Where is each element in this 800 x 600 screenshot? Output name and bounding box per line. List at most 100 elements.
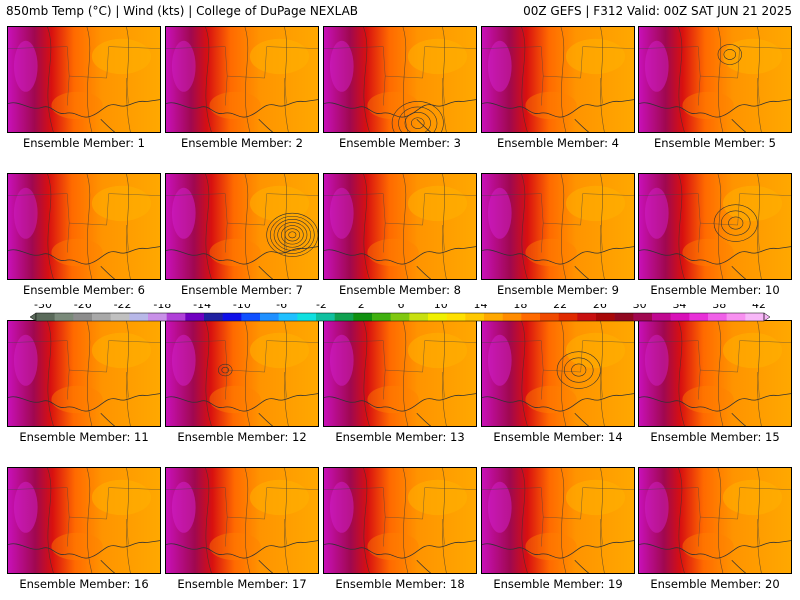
colorbar-segment	[409, 313, 429, 321]
colorbar-segment	[465, 313, 485, 321]
colorbar-segment	[316, 313, 335, 321]
ensemble-panel	[165, 173, 319, 280]
temperature-map	[8, 321, 160, 426]
ensemble-panel	[638, 467, 792, 574]
ensemble-member-label: Ensemble Member: 12	[177, 430, 307, 444]
colorbar-segment	[204, 313, 223, 321]
colorbar-tick-label: 26	[593, 304, 607, 311]
ensemble-panel	[638, 173, 792, 280]
temperature-map	[8, 174, 160, 279]
ensemble-member-label: Ensemble Member: 10	[650, 283, 780, 297]
colorbar-segment	[577, 313, 597, 321]
colorbar-segment	[353, 313, 373, 321]
colorbar-tick-label: -18	[153, 304, 171, 311]
ensemble-panel	[481, 467, 635, 574]
ensemble-member-label: Ensemble Member: 11	[19, 430, 149, 444]
ensemble-panel	[323, 467, 477, 574]
temperature-map	[324, 468, 476, 573]
colorbar-segment	[92, 313, 111, 321]
colorbar-tick-label: 6	[398, 304, 405, 311]
colorbar-tick-label: -22	[114, 304, 132, 311]
temperature-map	[166, 468, 318, 573]
colorbar-segment	[278, 313, 298, 321]
header-right-title: 00Z GEFS | F312 Valid: 00Z SAT JUN 21 20…	[523, 4, 792, 18]
colorbar-tick-label: 42	[752, 304, 766, 311]
colorbar-tick-label: 38	[712, 304, 726, 311]
colorbar-svg: -30 -26 -22 -18 -14 -10 -6 -2 2 6 10 14 18 22 26 30 34 38…	[30, 304, 770, 322]
temperature-map	[324, 174, 476, 279]
ensemble-member-label: Ensemble Member: 7	[181, 283, 303, 297]
colorbar-segment	[652, 313, 671, 321]
ensemble-member-label: Ensemble Member: 14	[493, 430, 623, 444]
ensemble-panel	[481, 173, 635, 280]
ensemble-member-label: Ensemble Member: 9	[497, 283, 619, 297]
colorbar-tick-label: 10	[434, 304, 448, 311]
colorbar-segment	[446, 313, 466, 321]
colorbar-segment	[297, 313, 317, 321]
ensemble-panel	[7, 320, 161, 427]
colorbar-tick-label: -6	[276, 304, 287, 311]
colorbar-right-arrow	[763, 312, 770, 322]
ensemble-panel	[323, 26, 477, 133]
temperature-map	[639, 27, 791, 132]
temperature-map	[639, 174, 791, 279]
colorbar-segment	[36, 313, 55, 321]
temperature-map	[8, 468, 160, 573]
ensemble-member-label: Ensemble Member: 19	[493, 577, 623, 591]
ensemble-member-label: Ensemble Member: 2	[181, 136, 303, 150]
ensemble-panel	[481, 26, 635, 133]
temperature-map	[639, 321, 791, 426]
colorbar-tick-label: -2	[316, 304, 327, 311]
ensemble-panel	[638, 320, 792, 427]
ensemble-panel	[165, 320, 319, 427]
colorbar-segment	[614, 313, 634, 321]
ensemble-member-label: Ensemble Member: 4	[497, 136, 619, 150]
ensemble-member-label: Ensemble Member: 20	[650, 577, 780, 591]
temperature-map	[482, 468, 634, 573]
colorbar-segment	[129, 313, 149, 321]
ensemble-member-label: Ensemble Member: 18	[335, 577, 465, 591]
ensemble-panel	[7, 467, 161, 574]
ensemble-member-label: Ensemble Member: 13	[335, 430, 465, 444]
temperature-map	[166, 174, 318, 279]
colorbar-tick-label: -10	[233, 304, 251, 311]
temperature-map	[324, 321, 476, 426]
colorbar-segment	[633, 313, 653, 321]
ensemble-member-label: Ensemble Member: 3	[339, 136, 461, 150]
ensemble-member-label: Ensemble Member: 1	[23, 136, 145, 150]
temperature-map	[482, 174, 634, 279]
ensemble-member-label: Ensemble Member: 5	[654, 136, 776, 150]
colorbar-segment	[726, 313, 746, 321]
colorbar-segment	[148, 313, 167, 321]
colorbar-tick-label: 22	[553, 304, 567, 311]
colorbar-segment	[241, 313, 261, 321]
ensemble-panel	[323, 320, 477, 427]
colorbar-segment	[596, 313, 615, 321]
colorbar-segment	[558, 313, 578, 321]
colorbar-segment	[390, 313, 410, 321]
colorbar-tick-label: 34	[672, 304, 686, 311]
ensemble-panel	[323, 173, 477, 280]
colorbar-segment	[540, 313, 559, 321]
colorbar-segment	[166, 313, 186, 321]
colorbar-segment	[54, 313, 74, 321]
colorbar-segment	[428, 313, 447, 321]
ensemble-panel	[638, 26, 792, 133]
colorbar-left-arrow	[30, 312, 37, 322]
colorbar-tick-label: -26	[74, 304, 92, 311]
temperature-map	[639, 468, 791, 573]
colorbar-tick-label: 30	[633, 304, 647, 311]
colorbar-segment	[708, 313, 727, 321]
colorbar-segment	[222, 313, 242, 321]
temperature-map	[166, 27, 318, 132]
ensemble-panel	[165, 467, 319, 574]
ensemble-member-label: Ensemble Member: 8	[339, 283, 461, 297]
colorbar-segment	[502, 313, 522, 321]
colorbar-segment	[670, 313, 690, 321]
colorbar-tick-label: 2	[358, 304, 365, 311]
temperature-map	[482, 27, 634, 132]
colorbar-tick-label: -14	[193, 304, 211, 311]
colorbar-segment	[334, 313, 354, 321]
colorbar-tick-label: 18	[513, 304, 527, 311]
temperature-map	[324, 27, 476, 132]
